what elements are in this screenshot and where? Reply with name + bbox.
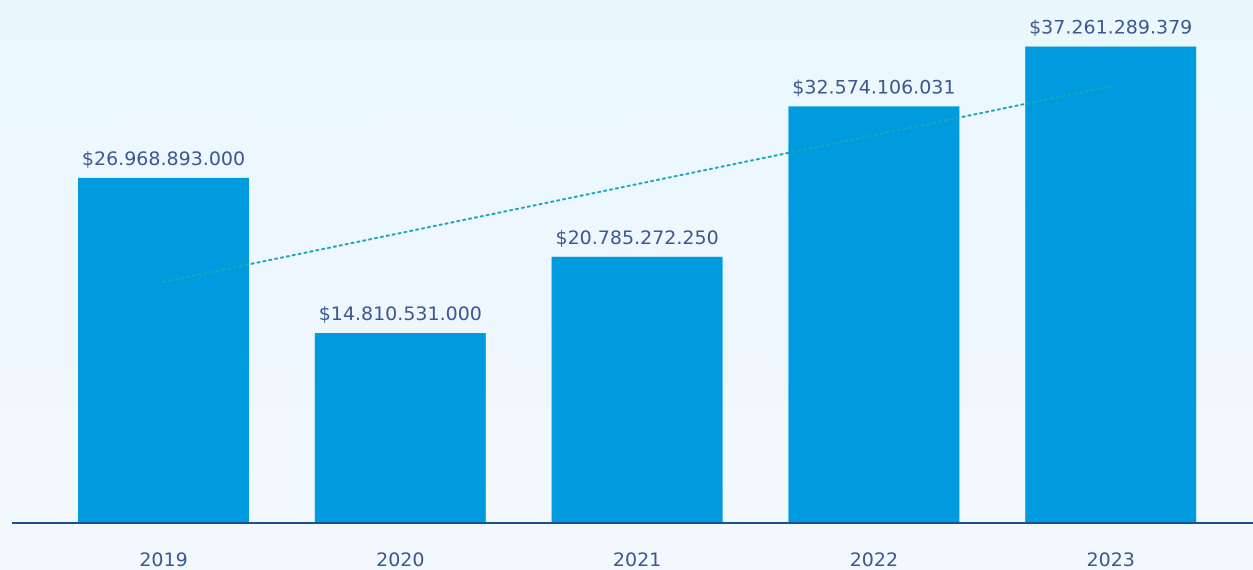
value-label-2019: $26.968.893.000 [82,148,245,170]
bar-2022 [788,106,960,522]
x-tick-label-2023: 2023 [1087,549,1135,570]
x-tick-label-2020: 2020 [376,549,424,570]
trendline [162,85,1112,283]
bar-2019 [78,177,249,523]
value-labels-group: $26.968.893.000 $14.810.531.000 $20.785.27… [82,17,1192,325]
x-tick-labels-group: 2019 2020 2021 2022 2023 [139,549,1135,570]
trendline-group [162,85,1112,283]
value-label-2022: $32.574.106.031 [792,76,955,98]
x-tick-label-2021: 2021 [613,549,661,570]
bar-2021 [551,256,723,522]
value-label-2021: $20.785.272.250 [556,227,719,249]
value-label-2023: $37.261.289.379 [1029,17,1192,39]
bar-2020 [314,333,486,522]
bar-2023 [1025,46,1197,522]
bars-group [78,46,1197,523]
x-tick-label-2022: 2022 [850,549,898,570]
x-tick-label-2019: 2019 [139,549,187,570]
value-label-2020: $14.810.531.000 [319,303,482,325]
